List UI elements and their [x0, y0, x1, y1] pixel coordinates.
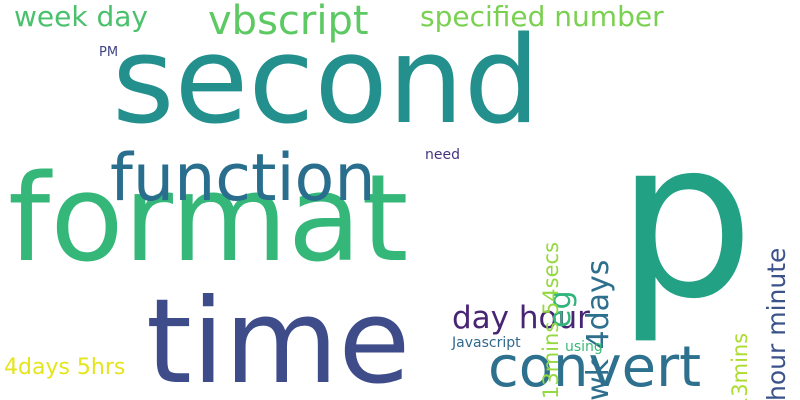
word-p: p	[616, 94, 755, 347]
word-specified-number: specified number	[420, 0, 664, 33]
word-convert: convert	[488, 335, 702, 400]
word-pm: PM	[99, 45, 119, 60]
word-5hrs-13mins: 5hrs 13mins	[728, 332, 752, 400]
word-time: time	[146, 273, 411, 400]
word-format: format	[8, 150, 409, 289]
word-4days-5hrs: 4days 5hrs	[4, 355, 126, 380]
word-day-hour: day hour	[452, 300, 590, 336]
word-13mins-54secs: 13mins 54secs	[539, 241, 563, 399]
word-using: using	[565, 339, 603, 355]
word-1wk-4days: 1wk 4days	[581, 259, 616, 400]
word-vbscript: vbscript	[208, 0, 369, 44]
word-second: second	[112, 12, 540, 151]
word-need: need	[425, 147, 460, 163]
word-javascript: Javascript	[452, 335, 521, 351]
word-hour-minute: hour minute	[762, 247, 791, 400]
word-week-day: week day	[14, 0, 148, 33]
word-function: function	[110, 141, 376, 216]
